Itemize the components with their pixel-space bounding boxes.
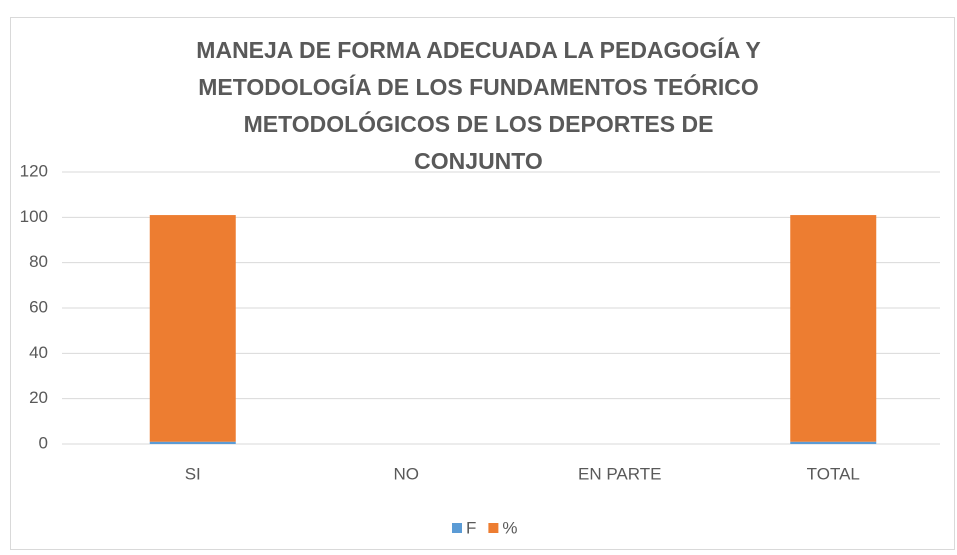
y-tick-label: 20 (29, 388, 48, 407)
legend-label: % (502, 518, 517, 537)
bar (790, 215, 877, 442)
x-tick-label: SI (185, 464, 201, 483)
bar (149, 215, 236, 442)
y-tick-label: 60 (29, 297, 48, 316)
chart-title: MANEJA DE FORMA ADECUADA LA PEDAGOGÍA Y … (196, 37, 761, 174)
y-tick-label: 0 (39, 433, 48, 452)
bar (149, 441, 236, 444)
y-tick-label: 120 (20, 161, 48, 180)
legend-swatch (488, 523, 499, 533)
x-tick-label: EN PARTE (578, 464, 661, 483)
y-tick-label: 100 (20, 207, 48, 226)
legend-label: F (466, 518, 476, 537)
y-tick-label: 40 (29, 343, 48, 362)
bar (790, 441, 877, 444)
legend-swatch (452, 523, 462, 533)
x-tick-label: NO (394, 464, 420, 483)
y-tick-label: 80 (29, 252, 48, 271)
x-tick-label: TOTAL (807, 464, 860, 483)
